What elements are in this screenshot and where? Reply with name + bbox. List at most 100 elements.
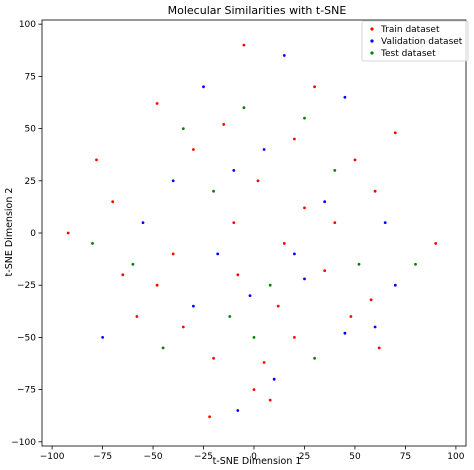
point-validation (293, 252, 296, 256)
point-test (414, 262, 417, 266)
legend-label-train: Train dataset (380, 25, 440, 35)
point-train (393, 131, 397, 135)
x-axis-label: t-SNE Dimension 1 (213, 456, 302, 467)
point-test (303, 116, 306, 120)
y-tick-label: 100 (19, 20, 36, 30)
point-train (303, 206, 306, 210)
legend-marker-test (370, 51, 374, 55)
point-test (91, 242, 94, 245)
point-train (155, 283, 159, 287)
point-train (313, 85, 316, 89)
legend-label-test: Test dataset (380, 49, 436, 59)
point-validation (216, 252, 220, 256)
point-train (293, 336, 296, 339)
point-train (323, 269, 327, 272)
y-tick-label: −50 (17, 333, 36, 343)
point-test (333, 169, 337, 172)
point-train (242, 43, 246, 47)
x-tick-label: 75 (400, 452, 411, 462)
x-tick-label: 50 (349, 452, 361, 462)
x-tick-label: −75 (93, 452, 112, 462)
y-tick-label: −100 (11, 438, 36, 448)
point-train (369, 298, 373, 302)
point-train (276, 304, 280, 308)
x-tick-label: 25 (299, 452, 310, 462)
point-train (171, 252, 175, 256)
point-train (377, 346, 381, 350)
point-train (256, 179, 260, 183)
point-validation (171, 179, 175, 183)
point-validation (343, 95, 347, 99)
point-train (262, 361, 266, 364)
y-tick-label: −25 (17, 281, 36, 291)
point-validation (323, 200, 327, 204)
y-axis-ticks: 100 75 50 25 0 −25 −50 −75 −100 (11, 20, 42, 448)
point-train (208, 415, 212, 419)
x-tick-label: 0 (251, 452, 257, 462)
point-test (228, 315, 232, 318)
point-validation (101, 336, 104, 339)
point-train (293, 137, 296, 141)
point-test (181, 127, 185, 130)
chart-title: Molecular Similarities with t-SNE (168, 4, 347, 17)
x-tick-label: −100 (40, 452, 65, 462)
point-train (236, 273, 240, 277)
point-validation (202, 85, 205, 89)
x-tick-label: −25 (194, 452, 213, 462)
point-validation (192, 304, 195, 308)
y-tick-label: 25 (25, 177, 36, 187)
point-train (212, 356, 216, 360)
point-test (161, 346, 165, 350)
point-train (252, 388, 256, 391)
point-train (66, 231, 70, 235)
point-train (192, 148, 195, 151)
point-validation (303, 277, 306, 281)
point-train (232, 221, 236, 225)
point-train (95, 158, 98, 162)
point-train (111, 200, 115, 204)
legend-box (361, 20, 469, 62)
point-test (313, 356, 316, 360)
y-tick-label: 50 (25, 125, 37, 135)
legend-marker-train (370, 27, 374, 31)
point-validation (236, 409, 240, 412)
point-train (268, 398, 272, 402)
point-train (135, 315, 139, 318)
point-train (155, 102, 159, 105)
point-train (333, 221, 337, 225)
point-train (121, 273, 125, 277)
point-validation (232, 169, 236, 172)
point-validation (383, 221, 387, 225)
point-test (252, 336, 256, 339)
y-axis-label: t-SNE Dimension 2 (4, 188, 15, 277)
point-test (357, 262, 361, 266)
x-tick-label: 100 (447, 452, 464, 462)
y-tick-label: −75 (17, 386, 36, 396)
point-test (268, 283, 272, 287)
y-tick-label: 0 (30, 229, 36, 239)
point-validation (393, 283, 397, 287)
point-train (282, 242, 286, 245)
legend-marker-validation (370, 39, 374, 43)
x-tick-label: −50 (144, 452, 163, 462)
point-train (222, 123, 226, 126)
y-tick-label: 75 (25, 72, 36, 82)
legend-label-validation: Validation dataset (381, 37, 463, 47)
point-train (349, 315, 353, 318)
point-test (242, 106, 246, 110)
point-validation (272, 377, 276, 381)
point-validation (248, 294, 252, 297)
point-validation (141, 221, 145, 225)
point-validation (373, 325, 377, 329)
point-test (131, 262, 135, 266)
x-axis-ticks: −100 −75 −50 −25 0 25 50 75 100 (40, 446, 465, 462)
scatter-points (66, 43, 438, 419)
point-train (353, 158, 357, 162)
point-test (212, 189, 216, 193)
point-validation (343, 331, 347, 335)
point-validation (262, 148, 266, 151)
point-train (181, 325, 185, 329)
legend: Train dataset Validation dataset Test da… (361, 20, 469, 62)
